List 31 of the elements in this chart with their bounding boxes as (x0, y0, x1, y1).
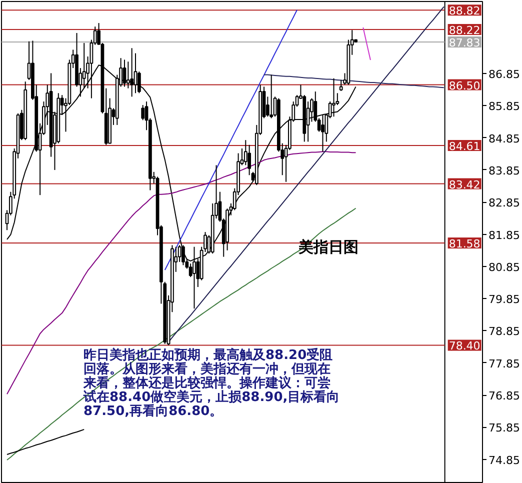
y-tick-label: 79.85 (488, 293, 520, 306)
y-tick-label: 80.85 (488, 260, 520, 274)
y-tick-label: 83.85 (488, 164, 520, 178)
y-tick-label: 74.85 (488, 454, 520, 467)
candlestick (339, 79, 343, 92)
candlestick (270, 74, 274, 119)
line-series (6, 428, 85, 456)
line-series (6, 208, 356, 460)
ref-line-label: 87.83 (448, 36, 480, 50)
candlestick (332, 78, 336, 118)
ref-line-label: 81.58 (448, 237, 480, 250)
ref-line-label: 88.82 (448, 4, 480, 18)
ref-line-label: 86.50 (448, 79, 480, 92)
ref-line-label: 84.61 (448, 140, 480, 154)
y-tick-label: 82.85 (488, 196, 520, 210)
candlestick (321, 114, 324, 152)
y-tick-label: 86.85 (488, 68, 520, 82)
ref-line-label: 83.42 (448, 178, 480, 192)
y-tick-label: 81.85 (488, 228, 520, 242)
line-series (164, 9, 298, 270)
line-series (264, 74, 444, 88)
y-tick-label: 77.85 (488, 357, 520, 370)
y-tick-label: 78.85 (488, 325, 520, 338)
candlestick (141, 104, 145, 121)
ref-line-label: 78.40 (448, 340, 480, 353)
y-tick-label: 84.85 (488, 132, 520, 146)
y-tick-label: 75.85 (488, 422, 520, 435)
y-tick-label: 76.85 (488, 390, 520, 403)
ref-line-label: 88.22 (448, 24, 480, 37)
y-tick-label: 85.85 (488, 100, 520, 114)
line-series (168, 6, 444, 342)
